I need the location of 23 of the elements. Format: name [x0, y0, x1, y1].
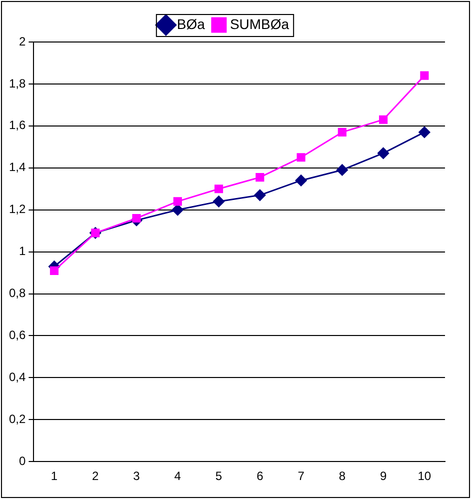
- x-tick-label: 6: [256, 469, 264, 484]
- y-tick-label: 1,6: [8, 118, 26, 132]
- y-tick-label: 0,8: [8, 286, 26, 300]
- x-tick-label: 9: [380, 469, 387, 484]
- x-tick-label: 5: [215, 469, 222, 484]
- x-tick-label: 8: [338, 469, 346, 484]
- y-tick-label: 0,6: [8, 328, 26, 342]
- y-tick-label: 1: [18, 244, 26, 258]
- x-tick-label: 10: [418, 469, 432, 484]
- x-tick-label: 2: [92, 469, 100, 484]
- y-tick-label: 1,2: [8, 202, 26, 216]
- x-tick-label: 4: [174, 469, 182, 484]
- y-tick-label: 2: [18, 34, 26, 48]
- legend-label: SUMBØa: [230, 16, 290, 32]
- x-tick-label: 1: [50, 469, 58, 484]
- x-tick-label: 7: [298, 469, 305, 484]
- y-tick-label: 0,2: [8, 412, 26, 426]
- y-tick-label: 1,8: [8, 76, 26, 90]
- y-tick-label: 0,4: [8, 370, 26, 384]
- legend-label: BØa: [176, 16, 206, 32]
- y-tick-label: 0: [18, 454, 26, 468]
- y-tick-label: 1,4: [8, 160, 26, 174]
- x-tick-label: 3: [133, 469, 140, 484]
